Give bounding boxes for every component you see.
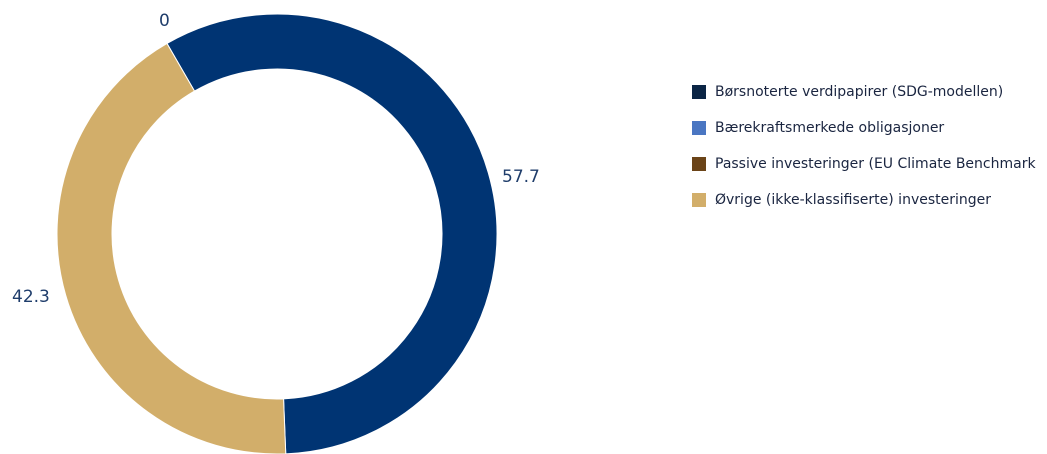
donut-slice-ovrige[interactable]: [56, 42, 287, 454]
legend-item-borsnoterte[interactable]: Børsnoterte verdipapirer (SDG-modellen): [692, 74, 1042, 110]
donut-slice-borsnoterte[interactable]: [166, 13, 498, 454]
legend-label-borsnoterte: Børsnoterte verdipapirer (SDG-modellen): [715, 84, 1004, 100]
legend-label-baerekraft: Bærekraftsmerkede obligasjoner: [715, 120, 945, 136]
legend-label-passive: Passive investeringer (EU Climate Benchm…: [715, 156, 1036, 172]
legend-swatch-ovrige: [692, 193, 706, 207]
legend-swatch-borsnoterte: [692, 85, 706, 99]
data-labels: 57.7 0 42.3: [12, 11, 540, 307]
legend-swatch-baerekraft: [692, 121, 706, 135]
data-label-zero: 0: [159, 11, 170, 31]
data-label-borsnoterte: 57.7: [502, 167, 540, 187]
donut-slices: [56, 13, 498, 454]
legend-item-baerekraft[interactable]: Bærekraftsmerkede obligasjoner: [692, 110, 1042, 146]
legend-swatch-passive: [692, 157, 706, 171]
legend: Børsnoterte verdipapirer (SDG-modellen) …: [692, 74, 1042, 218]
legend-label-ovrige: Øvrige (ikke-klassifiserte) investeringe…: [715, 192, 992, 208]
legend-item-ovrige[interactable]: Øvrige (ikke-klassifiserte) investeringe…: [692, 182, 1042, 218]
data-label-ovrige: 42.3: [12, 287, 50, 307]
legend-item-passive[interactable]: Passive investeringer (EU Climate Benchm…: [692, 146, 1042, 182]
